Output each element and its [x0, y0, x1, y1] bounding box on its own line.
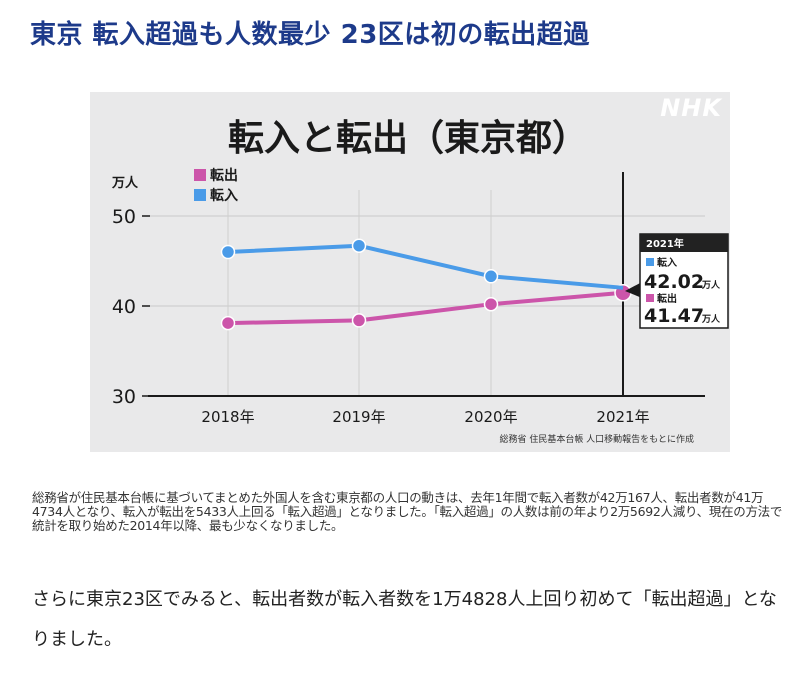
callout-pointer — [625, 282, 642, 298]
legend-label-転入: 転入 — [210, 187, 238, 204]
callout-in-value: 42.02 — [644, 271, 704, 293]
x-tick-label: 2019年 — [332, 408, 385, 426]
data-point-転出 — [351, 313, 367, 328]
data-point-転入 — [220, 244, 236, 260]
y-unit-label: 万人 — [111, 175, 139, 191]
callout-in-unit: 万人 — [701, 279, 721, 291]
callout-year: 2021年 — [646, 237, 684, 250]
legend-label-転出: 転出 — [210, 167, 238, 184]
line-chart: NHK 転入と転出（東京都） 万人 30 40 50 2018年 2019年 2020年 2021… — [111, 94, 729, 445]
callout-out-value: 41.47 — [644, 305, 704, 327]
callout-in-swatch — [646, 258, 654, 266]
data-point-転出 — [483, 296, 499, 312]
data-point-転出 — [220, 315, 236, 331]
y-tick-label: 30 — [112, 386, 136, 408]
callout-out-unit: 万人 — [701, 313, 721, 325]
headline: 東京 転入超過も人数最少 23区は初の転出超過 — [30, 20, 590, 50]
y-tick-label: 50 — [112, 206, 136, 228]
chart-figure: NHK 転入と転出（東京都） 万人 30 40 50 2018年 2019年 2020年 2021… — [90, 92, 730, 452]
x-tick-label: 2021年 — [596, 408, 649, 426]
callout-out-swatch — [646, 294, 654, 302]
data-point-転入 — [351, 238, 367, 253]
nhk-logo: NHK — [660, 94, 723, 122]
series-line-転出 — [227, 290, 624, 326]
callout-out-label: 転出 — [657, 292, 677, 305]
data-point-転入 — [483, 269, 499, 284]
source-note: 総務省 住民基本台帳 人口移動報告をもとに作成 — [499, 433, 694, 445]
callout-header — [640, 234, 728, 252]
legend-swatch-転出 — [194, 169, 206, 181]
y-tick-label: 40 — [112, 296, 136, 318]
series-line-転入 — [227, 243, 624, 290]
x-tick-label: 2018年 — [201, 408, 254, 426]
chart-caption: 総務省が住民基本台帳に基づいてまとめた外国人を含む東京都の人口の動きは、去年1年… — [32, 490, 783, 533]
chart-title: 転入と転出（東京都） — [228, 117, 588, 159]
legend-swatch-転入 — [194, 189, 206, 201]
x-tick-label: 2020年 — [464, 408, 517, 426]
callout-in-label: 転入 — [657, 256, 677, 269]
article-body: さらに東京23区でみると、転出者数が転入者数を1万4828人上回り初めて「転出超… — [32, 589, 777, 650]
